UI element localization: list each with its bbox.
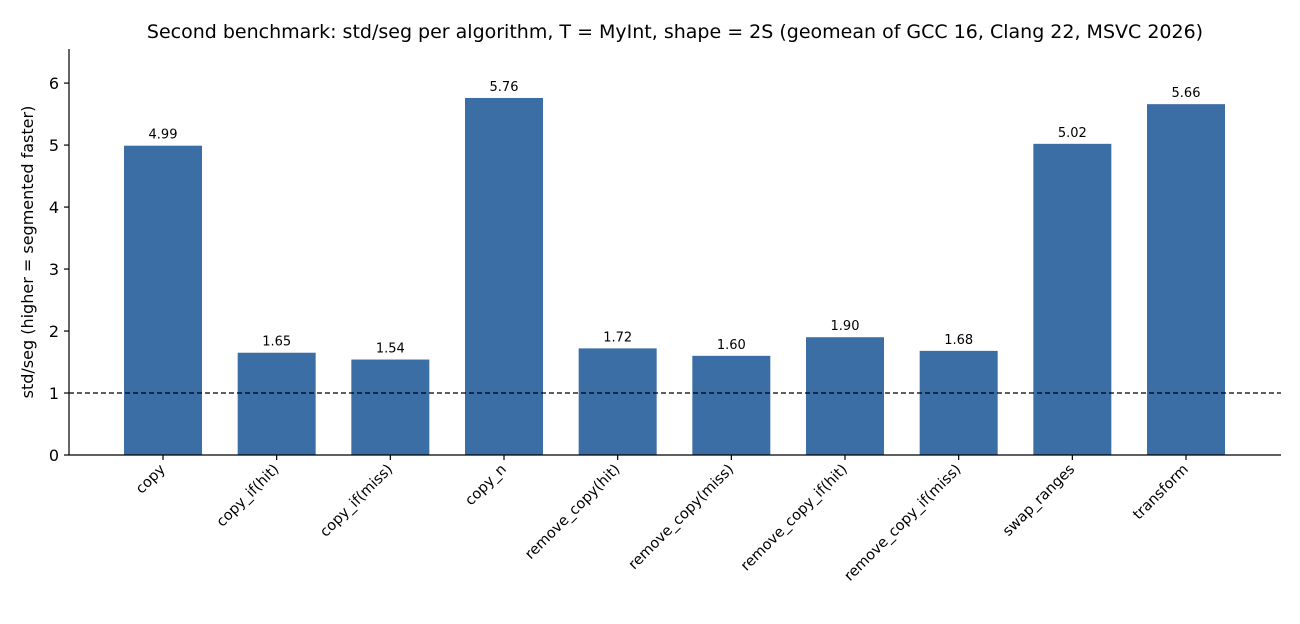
x-tick-label-7: remove_copy_if(miss) — [842, 462, 965, 585]
bar-4 — [578, 348, 657, 455]
y-tick-label-3: 3 — [49, 260, 59, 279]
x-tick-label-8: swap_ranges — [1000, 462, 1078, 540]
y-tick-label-4: 4 — [49, 198, 59, 217]
chart-title: Second benchmark: std/seg per algorithm,… — [147, 21, 1203, 43]
y-axis-label: std/seg (higher = segmented faster) — [18, 106, 37, 399]
x-tick-label-3: copy_n — [462, 462, 509, 509]
data-label-5: 1.60 — [717, 338, 746, 353]
data-label-7: 1.68 — [944, 333, 973, 348]
data-label-3: 5.76 — [490, 80, 519, 95]
x-tick-label-9: transform — [1130, 462, 1192, 524]
x-tick-label-0: copy — [133, 461, 169, 497]
bar-8 — [1033, 143, 1112, 455]
y-tick-label-6: 6 — [49, 74, 59, 93]
bar-6 — [806, 337, 884, 455]
bar-5 — [692, 355, 771, 455]
y-tick-label-5: 5 — [49, 136, 59, 155]
x-tick-label-4: remove_copy(hit) — [522, 462, 623, 563]
data-label-9: 5.66 — [1172, 86, 1201, 101]
bar-0 — [124, 145, 202, 456]
x-tick-label-6: remove_copy_if(hit) — [738, 462, 851, 575]
bar-2 — [351, 359, 430, 455]
x-tick-label-5: remove_copy(miss) — [626, 462, 737, 573]
y-tick-label-2: 2 — [49, 322, 59, 341]
data-label-2: 1.54 — [376, 342, 405, 357]
y-tick-label-0: 0 — [49, 446, 59, 465]
data-label-4: 1.72 — [603, 330, 632, 345]
data-label-0: 4.99 — [149, 128, 178, 143]
data-label-8: 5.02 — [1058, 126, 1087, 141]
plot-area: 4.99 1.65 1.54 5.76 1.72 1.60 1.90 1.68 5.02 5.66… — [49, 49, 1281, 584]
bar-3 — [465, 97, 543, 455]
y-tick-label-1: 1 — [49, 384, 59, 403]
bar-7 — [919, 350, 998, 455]
x-tick-label-2: copy_if(miss) — [317, 462, 396, 541]
data-label-1: 1.65 — [262, 335, 291, 350]
x-tick-label-1: copy_if(hit) — [214, 462, 283, 531]
bar-9 — [1147, 104, 1225, 455]
data-label-6: 1.90 — [831, 319, 860, 334]
bar-1 — [237, 352, 316, 455]
